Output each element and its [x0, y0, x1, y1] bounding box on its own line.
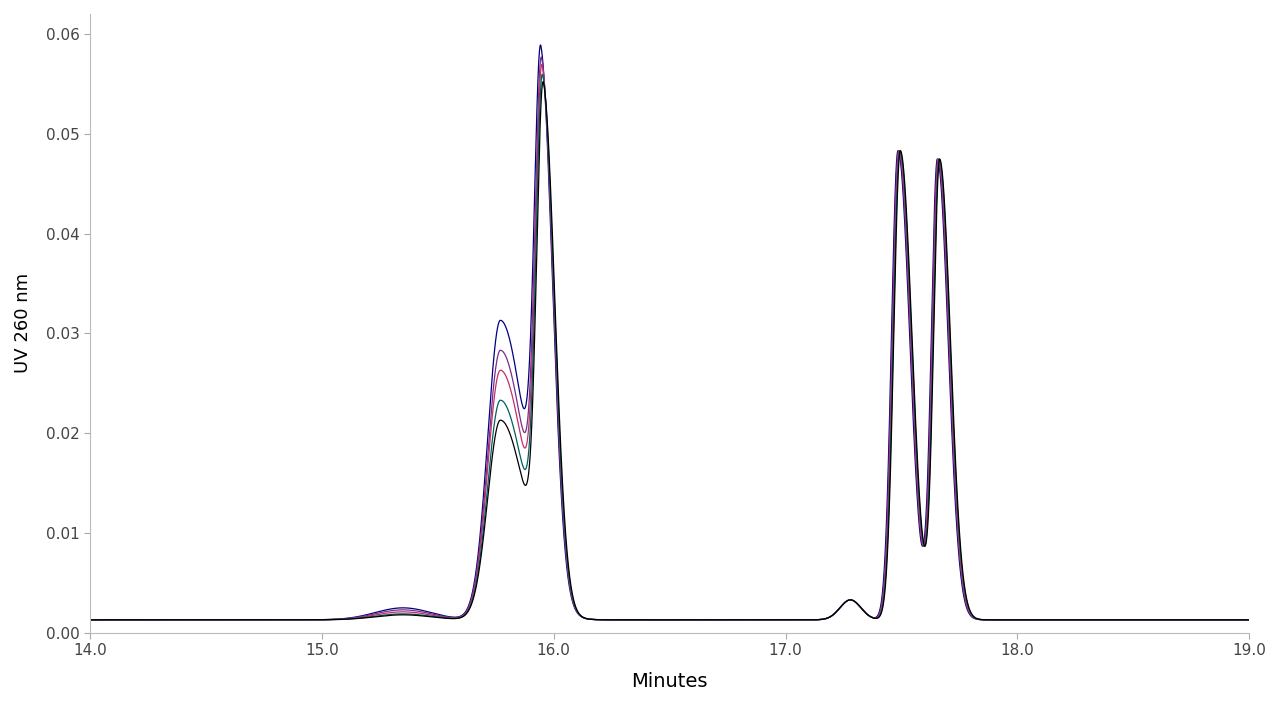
X-axis label: Minutes: Minutes	[631, 672, 708, 691]
Y-axis label: UV 260 nm: UV 260 nm	[14, 274, 32, 374]
